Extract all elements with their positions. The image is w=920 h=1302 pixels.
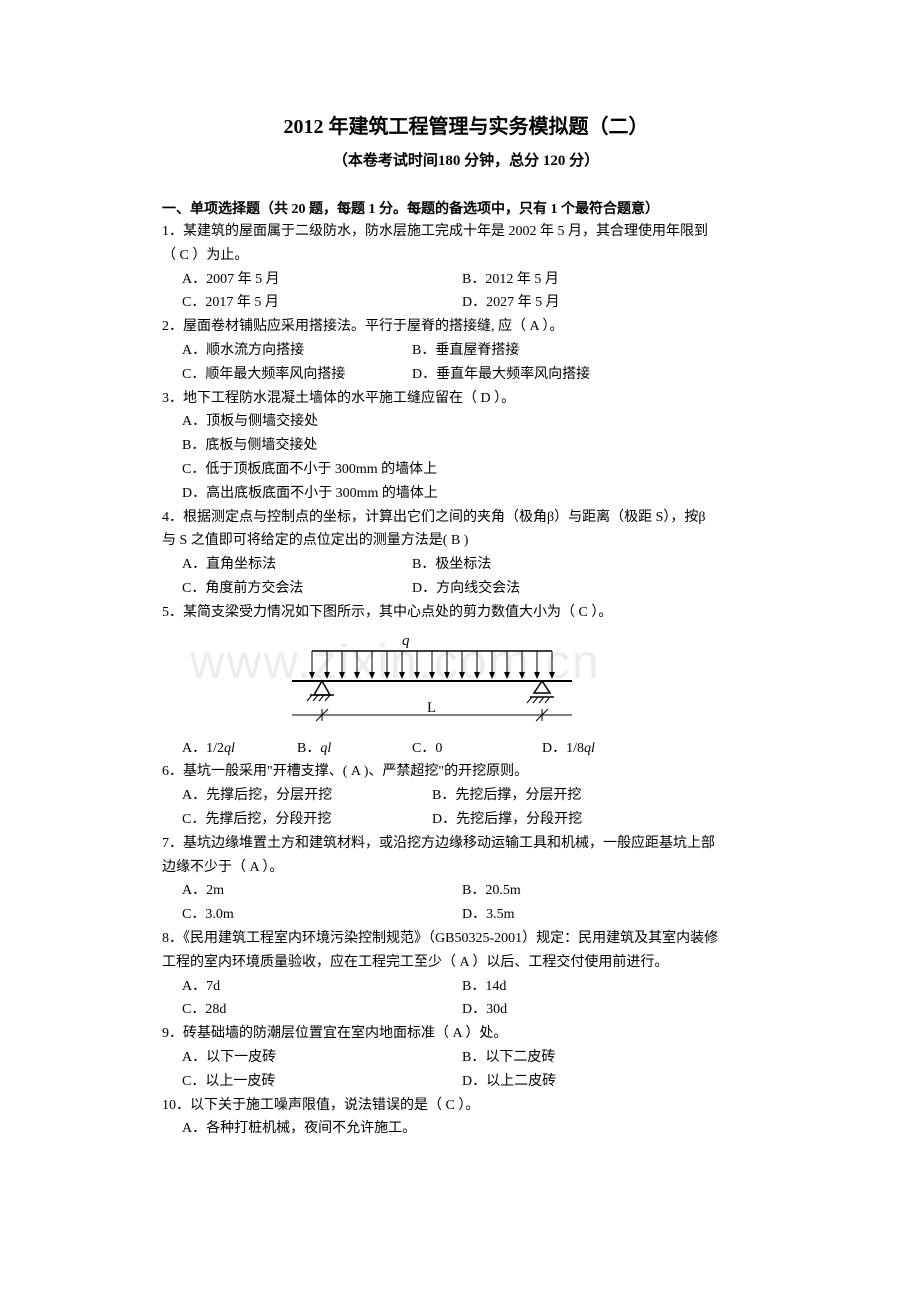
page-title: 2012 年建筑工程管理与实务模拟题（二） <box>162 110 770 139</box>
q7-opt-c: C．3.0m <box>182 903 462 927</box>
q1-opt-b: B．2012 年 5 月 <box>462 268 559 292</box>
section-header: 一、单项选择题（共 20 题，每题 1 分。每题的备选项中，只有 1 个最符合题… <box>162 198 770 218</box>
question-9: 9．砖基础墙的防潮层位置宜在室内地面标准（ A ）处。 <box>162 1022 770 1046</box>
q2-opt-d: D．垂直年最大频率风向搭接 <box>412 363 590 387</box>
roller-support-right <box>534 681 550 693</box>
page-content: 2012 年建筑工程管理与实务模拟题（二） （本卷考试时间180 分钟，总分 1… <box>162 110 770 1141</box>
q4-opt-b: B．极坐标法 <box>412 553 491 577</box>
q2-opt-a: A．顺水流方向搭接 <box>182 339 412 363</box>
q7-opt-d: D．3.5m <box>462 903 515 927</box>
q9-opt-c: C．以上一皮砖 <box>182 1070 462 1094</box>
q8-opt-a: A．7d <box>182 975 462 999</box>
question-8-options: A．7d B．14d C．28d D．30d <box>162 975 770 1023</box>
question-10: 10．以下关于施工噪声限值，说法错误的是（ C ）。 <box>162 1094 770 1118</box>
question-1-line1: 1．某建筑的屋面属于二级防水，防水层施工完成十年是 2002 年 5 月，其合理… <box>162 220 770 244</box>
q6-opt-b: B．先挖后撑，分层开挖 <box>432 784 581 808</box>
q8-opt-b: B．14d <box>462 975 506 999</box>
q9-opt-b: B．以下二皮砖 <box>462 1046 555 1070</box>
page-subtitle: （本卷考试时间180 分钟，总分 120 分） <box>162 149 770 170</box>
q1-opt-a: A．2007 年 5 月 <box>182 268 462 292</box>
q6-opt-d: D．先挖后撑，分段开挖 <box>432 808 582 832</box>
q5-opt-a: A．1/2ql <box>182 737 297 761</box>
question-6-options: A．先撑后挖，分层开挖 B．先挖后撑，分层开挖 C．先撑后挖，分段开挖 D．先挖… <box>162 784 770 832</box>
question-3: 3．地下工程防水混凝土墙体的水平施工缝应留在（ D ）。 <box>162 387 770 411</box>
question-2: 2．屋面卷材铺贴应采用搭接法。平行于屋脊的搭接缝, 应（ A ）。 <box>162 315 770 339</box>
question-5-options: A．1/2ql B．ql C．0 D．1/8ql <box>162 737 770 761</box>
q6-opt-a: A．先撑后挖，分层开挖 <box>182 784 432 808</box>
q9-opt-d: D．以上二皮砖 <box>462 1070 556 1094</box>
question-8-line1: 8．《民用建筑工程室内环境污染控制规范》（GB50325-2001）规定：民用建… <box>162 927 770 951</box>
q5-opt-d: D．1/8ql <box>542 737 595 761</box>
question-7-line2: 边缘不少于（ A ）。 <box>162 856 770 880</box>
question-9-options: A．以下一皮砖 B．以下二皮砖 C．以上一皮砖 D．以上二皮砖 <box>162 1046 770 1094</box>
load-arrows <box>309 651 555 679</box>
q2-opt-b: B．垂直屋脊搭接 <box>412 339 519 363</box>
q1-opt-c: C．2017 年 5 月 <box>182 291 462 315</box>
question-4-line2: 与 S 之值即可将给定的点位定出的测量方法是( B ) <box>162 529 770 553</box>
question-4-options: A．直角坐标法 B．极坐标法 C．角度前方交会法 D．方向线交会法 <box>162 553 770 601</box>
q3-opt-c: C．低于顶板底面不小于 300mm 的墙体上 <box>182 458 770 482</box>
q4-opt-c: C．角度前方交会法 <box>182 577 412 601</box>
question-1-options: A．2007 年 5 月 B．2012 年 5 月 C．2017 年 5 月 D… <box>162 268 770 316</box>
question-6: 6．基坑一般采用"开槽支撑、( A )、严禁超挖"的开挖原则。 <box>162 760 770 784</box>
q4-opt-d: D．方向线交会法 <box>412 577 520 601</box>
q8-opt-c: C．28d <box>182 998 462 1022</box>
question-7-options: A．2m B．20.5m C．3.0m D．3.5m <box>162 879 770 927</box>
pin-support-left <box>314 681 330 695</box>
question-3-options: A．顶板与侧墙交接处 B．底板与侧墙交接处 C．低于顶板底面不小于 300mm … <box>162 410 770 505</box>
beam-diagram: q <box>272 633 770 733</box>
q10-opt-a: A．各种打桩机械，夜间不允许施工。 <box>182 1117 770 1141</box>
q5-opt-c: C．0 <box>412 737 542 761</box>
question-7-line1: 7．基坑边缘堆置土方和建筑材料，或沿挖方边缘移动运输工具和机械，一般应距基坑上部 <box>162 832 770 856</box>
question-4-line1: 4．根据测定点与控制点的坐标，计算出它们之间的夹角（极角β）与距离（极距 S），… <box>162 506 770 530</box>
q3-opt-d: D．高出底板底面不小于 300mm 的墙体上 <box>182 482 770 506</box>
diagram-L-label: L <box>427 700 436 716</box>
q6-opt-c: C．先撑后挖，分段开挖 <box>182 808 432 832</box>
q7-opt-a: A．2m <box>182 879 462 903</box>
q1-opt-d: D．2027 年 5 月 <box>462 291 560 315</box>
q4-opt-a: A．直角坐标法 <box>182 553 412 577</box>
question-10-options: A．各种打桩机械，夜间不允许施工。 <box>162 1117 770 1141</box>
question-2-options: A．顺水流方向搭接 B．垂直屋脊搭接 C．顺年最大频率风向搭接 D．垂直年最大频… <box>162 339 770 387</box>
q9-opt-a: A．以下一皮砖 <box>182 1046 462 1070</box>
question-8-line2: 工程的室内环境质量验收，应在工程完工至少（ A ）以后、工程交付使用前进行。 <box>162 951 770 975</box>
q2-opt-c: C．顺年最大频率风向搭接 <box>182 363 412 387</box>
q8-opt-d: D．30d <box>462 998 507 1022</box>
question-1-line2: （ C ）为止。 <box>162 244 770 268</box>
question-5: 5．某简支梁受力情况如下图所示，其中心点处的剪力数值大小为（ C ）。 <box>162 601 770 625</box>
q7-opt-b: B．20.5m <box>462 879 521 903</box>
q5-opt-b: B．ql <box>297 737 412 761</box>
q3-opt-b: B．底板与侧墙交接处 <box>182 434 770 458</box>
q3-opt-a: A．顶板与侧墙交接处 <box>182 410 770 434</box>
diagram-q-label: q <box>402 633 410 649</box>
